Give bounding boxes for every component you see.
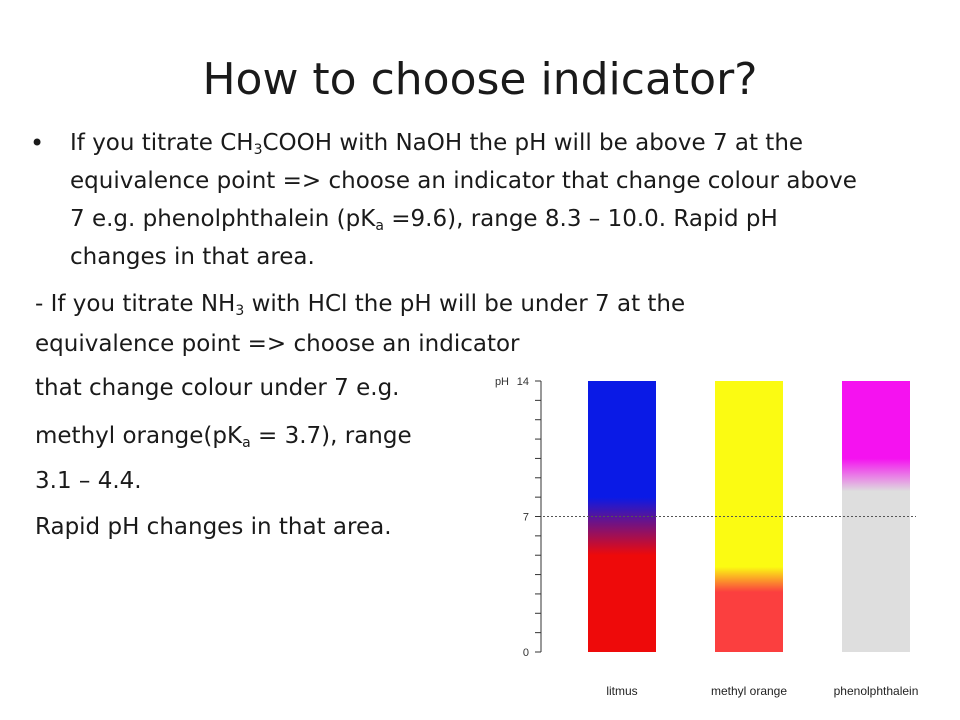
bullet-dot-icon: • bbox=[30, 129, 45, 157]
paragraph-text: - If you titrate NH3 with HCl the pH wil… bbox=[35, 291, 686, 357]
text-line-4: Rapid pH changes in that area. bbox=[35, 514, 392, 540]
category-label: methyl orange bbox=[711, 684, 787, 698]
text-line-3: 3.1 – 4.4. bbox=[35, 468, 142, 494]
text-line-1: that change colour under 7 e.g. bbox=[35, 375, 400, 401]
category-label: phenolphthalein bbox=[834, 684, 919, 698]
indicator-chart: 14 7 0 pH litmus methyl orange phenolphthalei… bbox=[470, 365, 950, 714]
bar-litmus bbox=[588, 381, 656, 652]
y-tick-label: 14 bbox=[517, 376, 529, 388]
y-axis-label: pH bbox=[495, 376, 509, 388]
bullet-text: If you titrate CH3COOH with NaOH the pH … bbox=[70, 130, 857, 270]
category-label: litmus bbox=[606, 684, 637, 698]
y-tick-label: 7 bbox=[523, 512, 529, 524]
slide-title: How to choose indicator? bbox=[202, 54, 758, 105]
y-tick-label: 0 bbox=[523, 647, 529, 659]
text-line-2: methyl orange(pKa = 3.7), range bbox=[35, 423, 412, 451]
